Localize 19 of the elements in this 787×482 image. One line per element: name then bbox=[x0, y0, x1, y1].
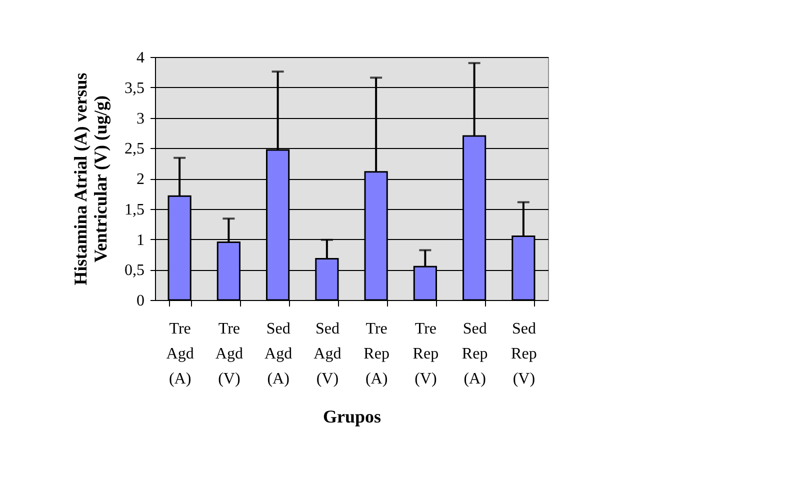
x-tick-label: Tre Rep (A) bbox=[364, 320, 390, 388]
y-tick-label: 2 bbox=[136, 171, 144, 188]
x-tick-label: Sed Agd (A) bbox=[264, 320, 292, 388]
x-tick-label: Tre Agd (A) bbox=[166, 320, 194, 388]
y-axis-title: Histamina Atrial (A) versus Ventricular (V) (ug/g) bbox=[70, 72, 110, 286]
x-tick-label: Tre Rep (V) bbox=[412, 320, 439, 388]
x-tick-label: Sed Rep (A) bbox=[462, 320, 488, 388]
y-tick-label: 0 bbox=[136, 292, 144, 310]
y-tick-label: 4 bbox=[136, 50, 144, 66]
x-tick-label: Sed Rep (V) bbox=[511, 320, 537, 388]
y-tick-label: 3 bbox=[136, 110, 144, 128]
x-axis-title: Grupos bbox=[322, 406, 382, 426]
x-tick-label: Sed Agd (V) bbox=[314, 320, 342, 388]
y-tick-label: 1,5 bbox=[124, 201, 144, 218]
y-tick-label: 2,5 bbox=[124, 140, 144, 158]
y-tick-label: 0,5 bbox=[124, 262, 144, 280]
x-tick-label: Tre Agd (V) bbox=[215, 320, 243, 388]
y-tick-label: 1 bbox=[136, 232, 144, 249]
y-tick-label: 3,5 bbox=[124, 80, 144, 97]
